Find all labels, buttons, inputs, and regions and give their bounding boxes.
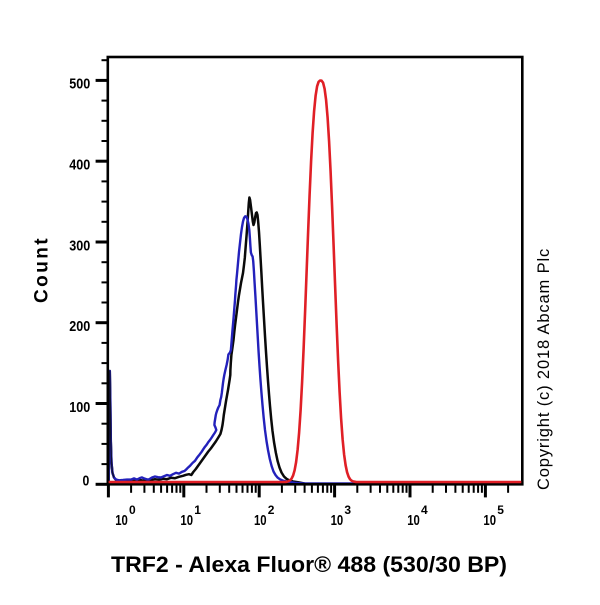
svg-text:10: 10 — [331, 513, 344, 529]
svg-text:200: 200 — [69, 318, 90, 335]
svg-text:100: 100 — [69, 399, 90, 416]
svg-text:4: 4 — [421, 503, 428, 517]
svg-text:400: 400 — [69, 157, 90, 174]
svg-text:TRF2 - Alexa Fluor® 488 (530/3: TRF2 - Alexa Fluor® 488 (530/30 BP) — [111, 552, 507, 577]
svg-text:2: 2 — [268, 503, 275, 517]
svg-text:10: 10 — [115, 513, 128, 529]
svg-text:3: 3 — [344, 503, 351, 517]
svg-text:10: 10 — [407, 513, 420, 529]
svg-text:10: 10 — [254, 513, 267, 529]
svg-text:500: 500 — [69, 76, 90, 93]
svg-text:0: 0 — [129, 503, 136, 517]
svg-text:10: 10 — [483, 513, 496, 529]
svg-text:Copyright (c) 2018 Abcam Plc: Copyright (c) 2018 Abcam Plc — [535, 248, 553, 490]
svg-text:1: 1 — [194, 503, 201, 517]
svg-text:5: 5 — [497, 503, 504, 517]
svg-text:10: 10 — [180, 513, 193, 529]
svg-text:Count: Count — [32, 236, 53, 303]
svg-text:300: 300 — [69, 237, 90, 254]
svg-text:0: 0 — [83, 473, 90, 490]
